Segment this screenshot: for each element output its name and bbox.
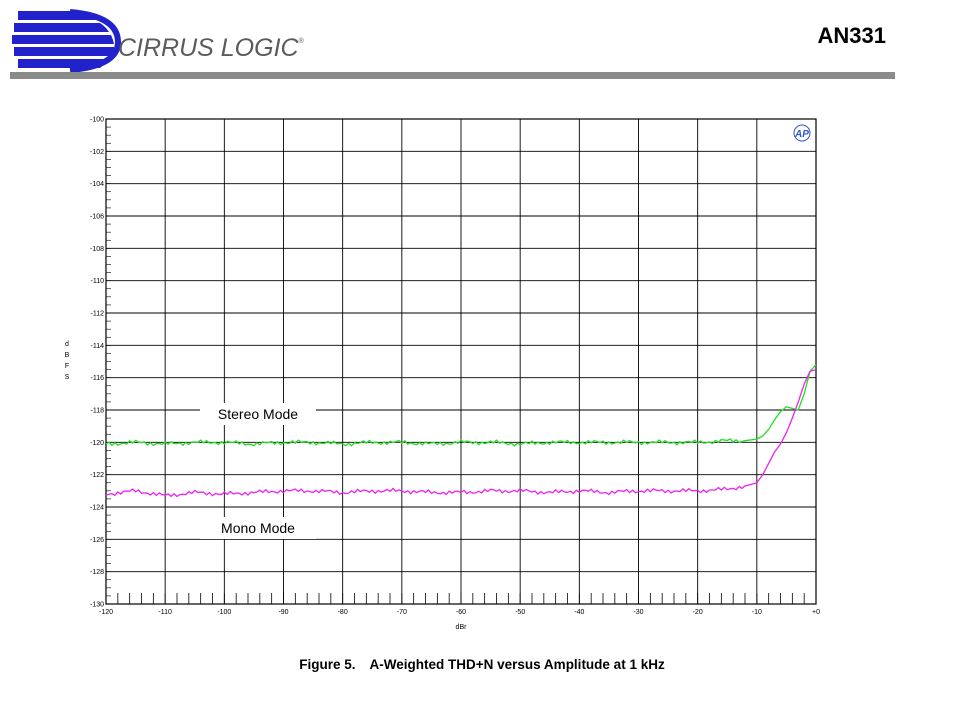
y-tick-label: -112 — [91, 311, 105, 318]
svg-text:AP: AP — [794, 129, 809, 140]
chart-series — [105, 364, 817, 498]
header-divider — [10, 72, 895, 79]
x-tick-label: -40 — [574, 609, 584, 616]
y-tick-label: -100 — [90, 117, 104, 124]
x-tick-label: -80 — [338, 609, 348, 616]
y-tick-label: -124 — [90, 505, 104, 512]
figure-number: Figure 5. — [299, 657, 356, 672]
x-tick-label: +0 — [812, 609, 820, 616]
cirrus-logic-logo-icon — [12, 9, 122, 72]
annotation-stereo-mode: Stereo Mode — [218, 406, 298, 422]
chart-minor-ticks — [105, 118, 817, 605]
document-id: AN331 — [817, 23, 886, 48]
y-tick-label: -116 — [91, 375, 105, 382]
y-tick-label: -108 — [90, 246, 104, 253]
y-tick-label: -104 — [90, 181, 104, 188]
y-tick-label: -128 — [90, 569, 104, 576]
x-tick-label: -10 — [752, 609, 762, 616]
y-tick-label: -118 — [91, 408, 105, 415]
x-tick-label: -70 — [397, 609, 407, 616]
y-tick-label: -130 — [90, 602, 104, 609]
chart-annotations: Stereo Mode Mono Mode — [200, 403, 316, 539]
x-tick-label: -60 — [456, 609, 466, 616]
y-tick-label: -102 — [90, 149, 104, 156]
annotation-mono-mode-bg — [200, 517, 316, 539]
figure-caption: Figure 5. A-Weighted THD+N versus Amplitu… — [0, 657, 964, 672]
annotation-stereo-mode-bg — [200, 403, 316, 425]
x-axis-label: dBr — [456, 624, 468, 631]
y-tick-label: -120 — [90, 440, 104, 447]
y-tick-label: -126 — [90, 537, 104, 544]
y-tick-labels: -100 -102 -104 -106 -108 -110 -112 -114 -116 -118… — [90, 117, 104, 609]
series-line-stereo — [105, 364, 817, 447]
figure-title: A-Weighted THD+N versus Amplitude at 1 k… — [369, 657, 665, 672]
x-tick-label: -110 — [158, 609, 172, 616]
annotation-mono-mode: Mono Mode — [221, 520, 295, 536]
x-tick-label: -20 — [693, 609, 703, 616]
series-line-mono — [105, 368, 817, 498]
x-tick-label: -50 — [515, 609, 525, 616]
ap-badge-icon: AP — [793, 124, 811, 142]
y-tick-label: -122 — [90, 472, 104, 479]
page-header: CIRRUS LOGIC® AN331 — [0, 0, 964, 85]
y-tick-label: -106 — [90, 214, 104, 221]
x-tick-label: -30 — [633, 609, 643, 616]
thd-n-chart: -100 -102 -104 -106 -108 -110 -112 -114 -116 -118… — [65, 117, 820, 632]
x-tick-label: -100 — [217, 609, 231, 616]
x-tick-label: -120 — [99, 609, 113, 616]
x-tick-labels: -120 -110 -100 -90 -80 -70 -60 -50 -40 -30 -20 -10 +… — [99, 609, 820, 616]
x-tick-label: -90 — [278, 609, 288, 616]
plot-frame — [105, 118, 817, 605]
company-name: CIRRUS LOGIC® — [118, 34, 304, 62]
y-tick-label: -110 — [91, 278, 105, 285]
y-tick-label: -114 — [91, 343, 105, 350]
